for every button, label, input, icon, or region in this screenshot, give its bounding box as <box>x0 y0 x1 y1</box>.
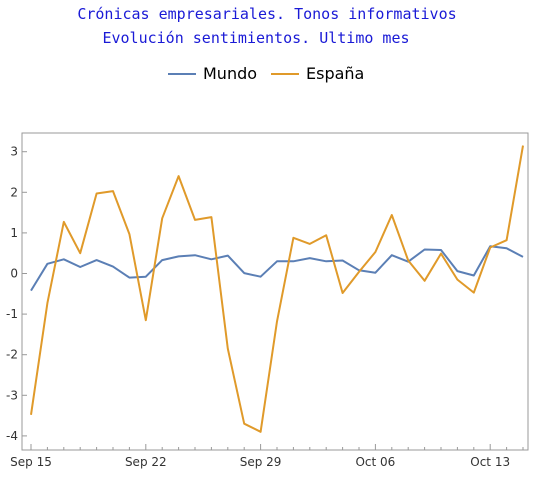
y-axis: -4 -3 -2 -1 0 1 2 3 <box>6 145 27 443</box>
legend: Mundo España <box>168 64 364 83</box>
x-tick-label: Sep 22 <box>125 455 167 469</box>
series-line-mundo <box>30 245 524 292</box>
x-axis: Sep 15 Sep 22 Sep 29 Oct 06 Oct 13 <box>10 444 524 469</box>
y-tick-label: -1 <box>6 307 18 321</box>
y-tick-label: 1 <box>10 226 18 240</box>
y-tick-label: 0 <box>10 267 18 281</box>
y-tick-label: 3 <box>10 145 18 159</box>
x-tick-label: Sep 29 <box>240 455 282 469</box>
y-tick-label: 2 <box>10 185 18 199</box>
x-tick-label: Oct 13 <box>470 455 510 469</box>
legend-label-mundo: Mundo <box>203 64 257 83</box>
plot-frame <box>21 132 529 451</box>
x-tick-label: Oct 06 <box>355 455 395 469</box>
y-tick-label: -2 <box>6 348 18 362</box>
y-tick-label: -3 <box>6 388 18 402</box>
chart-title: Crónicas empresariales. Tonos informativ… <box>77 5 456 23</box>
series-line-espana <box>30 145 524 433</box>
chart-subtitle: Evolución sentimientos. Ultimo mes <box>102 29 409 47</box>
legend-label-espana: España <box>306 64 364 83</box>
y-tick-label: -4 <box>6 429 18 443</box>
x-tick-label: Sep 15 <box>10 455 52 469</box>
series-lines <box>30 145 524 433</box>
